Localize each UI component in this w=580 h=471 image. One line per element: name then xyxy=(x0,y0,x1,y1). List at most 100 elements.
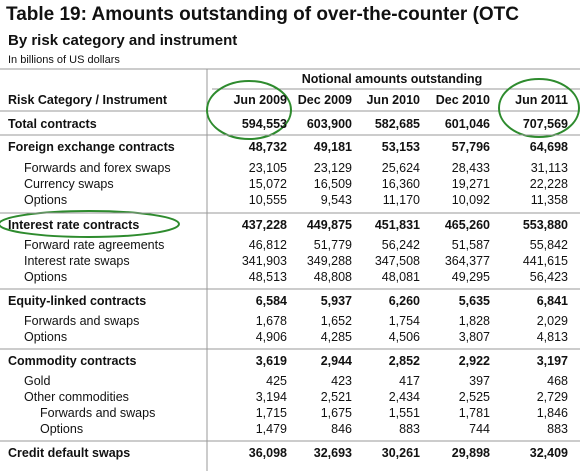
cell: 2,922 xyxy=(459,354,490,368)
cell: 16,360 xyxy=(382,177,420,191)
cell: 11,170 xyxy=(383,193,420,207)
highlight xyxy=(0,210,180,238)
row-label: Interest rate contracts xyxy=(8,218,139,232)
row-label: Forwards and forex swaps xyxy=(24,161,171,175)
cell: 1,828 xyxy=(459,314,490,328)
cell: 3,619 xyxy=(256,354,287,368)
column-header: Dec 2009 xyxy=(298,93,352,107)
cell: 582,685 xyxy=(375,117,420,131)
cell: 2,944 xyxy=(321,354,352,368)
row-label: Gold xyxy=(24,374,50,388)
highlight xyxy=(206,80,292,140)
cell: 11,358 xyxy=(531,193,568,207)
cell: 468 xyxy=(547,374,568,388)
cell: 553,880 xyxy=(523,218,568,232)
row-label: Credit default swaps xyxy=(8,446,130,460)
cell: 846 xyxy=(331,422,352,436)
column-header: Dec 2010 xyxy=(436,93,490,107)
cell: 48,081 xyxy=(382,270,420,284)
cell: 1,675 xyxy=(321,406,352,420)
row-label: Interest rate swaps xyxy=(24,254,130,268)
cell: 397 xyxy=(469,374,490,388)
cell: 5,937 xyxy=(321,294,352,308)
row-label: Total contracts xyxy=(8,117,97,131)
cell: 341,903 xyxy=(242,254,287,268)
cell: 1,479 xyxy=(256,422,287,436)
cell: 883 xyxy=(547,422,568,436)
cell: 2,434 xyxy=(389,390,420,404)
cell: 49,295 xyxy=(452,270,490,284)
cell: 23,105 xyxy=(249,161,287,175)
unit: In billions of US dollars xyxy=(8,54,120,66)
cell: 30,261 xyxy=(382,446,420,460)
cell: 2,729 xyxy=(537,390,568,404)
cell: 51,779 xyxy=(314,238,352,252)
cell: 10,092 xyxy=(452,193,490,207)
column-header: Jun 2010 xyxy=(366,93,420,107)
cell: 48,808 xyxy=(314,270,352,284)
cell: 707,569 xyxy=(523,117,568,131)
cell: 364,377 xyxy=(445,254,490,268)
cell: 29,898 xyxy=(452,446,490,460)
cell: 1,754 xyxy=(389,314,420,328)
cell: 1,551 xyxy=(389,406,420,420)
cell: 451,831 xyxy=(375,218,420,232)
subtitle: By risk category and instrument xyxy=(8,32,237,49)
cell: 6,584 xyxy=(256,294,287,308)
column-header: Risk Category / Instrument xyxy=(8,93,168,107)
cell: 31,113 xyxy=(531,161,568,175)
cell: 744 xyxy=(469,422,490,436)
row-label: Currency swaps xyxy=(24,177,114,191)
cell: 32,409 xyxy=(530,446,568,460)
cell: 449,875 xyxy=(307,218,352,232)
cell: 417 xyxy=(399,374,420,388)
cell: 437,228 xyxy=(242,218,287,232)
column-header: Jun 2011 xyxy=(515,93,568,107)
cell: 4,906 xyxy=(256,330,287,344)
cell: 57,796 xyxy=(452,140,490,154)
cell: 56,423 xyxy=(530,270,568,284)
cell: 9,543 xyxy=(321,193,352,207)
cell: 4,285 xyxy=(321,330,352,344)
cell: 46,812 xyxy=(249,238,287,252)
cell: 23,129 xyxy=(314,161,352,175)
cell: 603,900 xyxy=(307,117,352,131)
row-label: Options xyxy=(24,270,67,284)
cell: 1,846 xyxy=(537,406,568,420)
row-label: Forwards and swaps xyxy=(40,406,155,420)
cell: 15,072 xyxy=(249,177,287,191)
cell: 3,197 xyxy=(537,354,568,368)
cell: 883 xyxy=(399,422,420,436)
cell: 423 xyxy=(331,374,352,388)
cell: 465,260 xyxy=(445,218,490,232)
cell: 2,521 xyxy=(321,390,352,404)
row-label: Foreign exchange contracts xyxy=(8,140,175,154)
cell: 4,813 xyxy=(537,330,568,344)
cell: 16,509 xyxy=(314,177,352,191)
cell: 55,842 xyxy=(530,238,568,252)
cell: 3,807 xyxy=(459,330,490,344)
cell: 2,852 xyxy=(389,354,420,368)
column-header: Jun 2009 xyxy=(233,93,287,107)
row-label: Other commodities xyxy=(24,390,129,404)
cell: 19,271 xyxy=(452,177,490,191)
group-header: Notional amounts outstanding xyxy=(302,72,483,86)
cell: 32,693 xyxy=(314,446,352,460)
cell: 51,587 xyxy=(452,238,490,252)
cell: 347,508 xyxy=(375,254,420,268)
cell: 48,732 xyxy=(249,140,287,154)
cell: 425 xyxy=(266,374,287,388)
cell: 1,652 xyxy=(321,314,352,328)
cell: 6,260 xyxy=(389,294,420,308)
row-label: Options xyxy=(40,422,83,436)
row-label: Options xyxy=(24,330,67,344)
cell: 5,635 xyxy=(459,294,490,308)
row-label: Options xyxy=(24,193,67,207)
cell: 3,194 xyxy=(256,390,287,404)
cell: 48,513 xyxy=(249,270,287,284)
row-label: Forward rate agreements xyxy=(24,238,164,252)
row-label: Equity-linked contracts xyxy=(8,294,146,308)
cell: 53,153 xyxy=(382,140,420,154)
cell: 2,525 xyxy=(459,390,490,404)
